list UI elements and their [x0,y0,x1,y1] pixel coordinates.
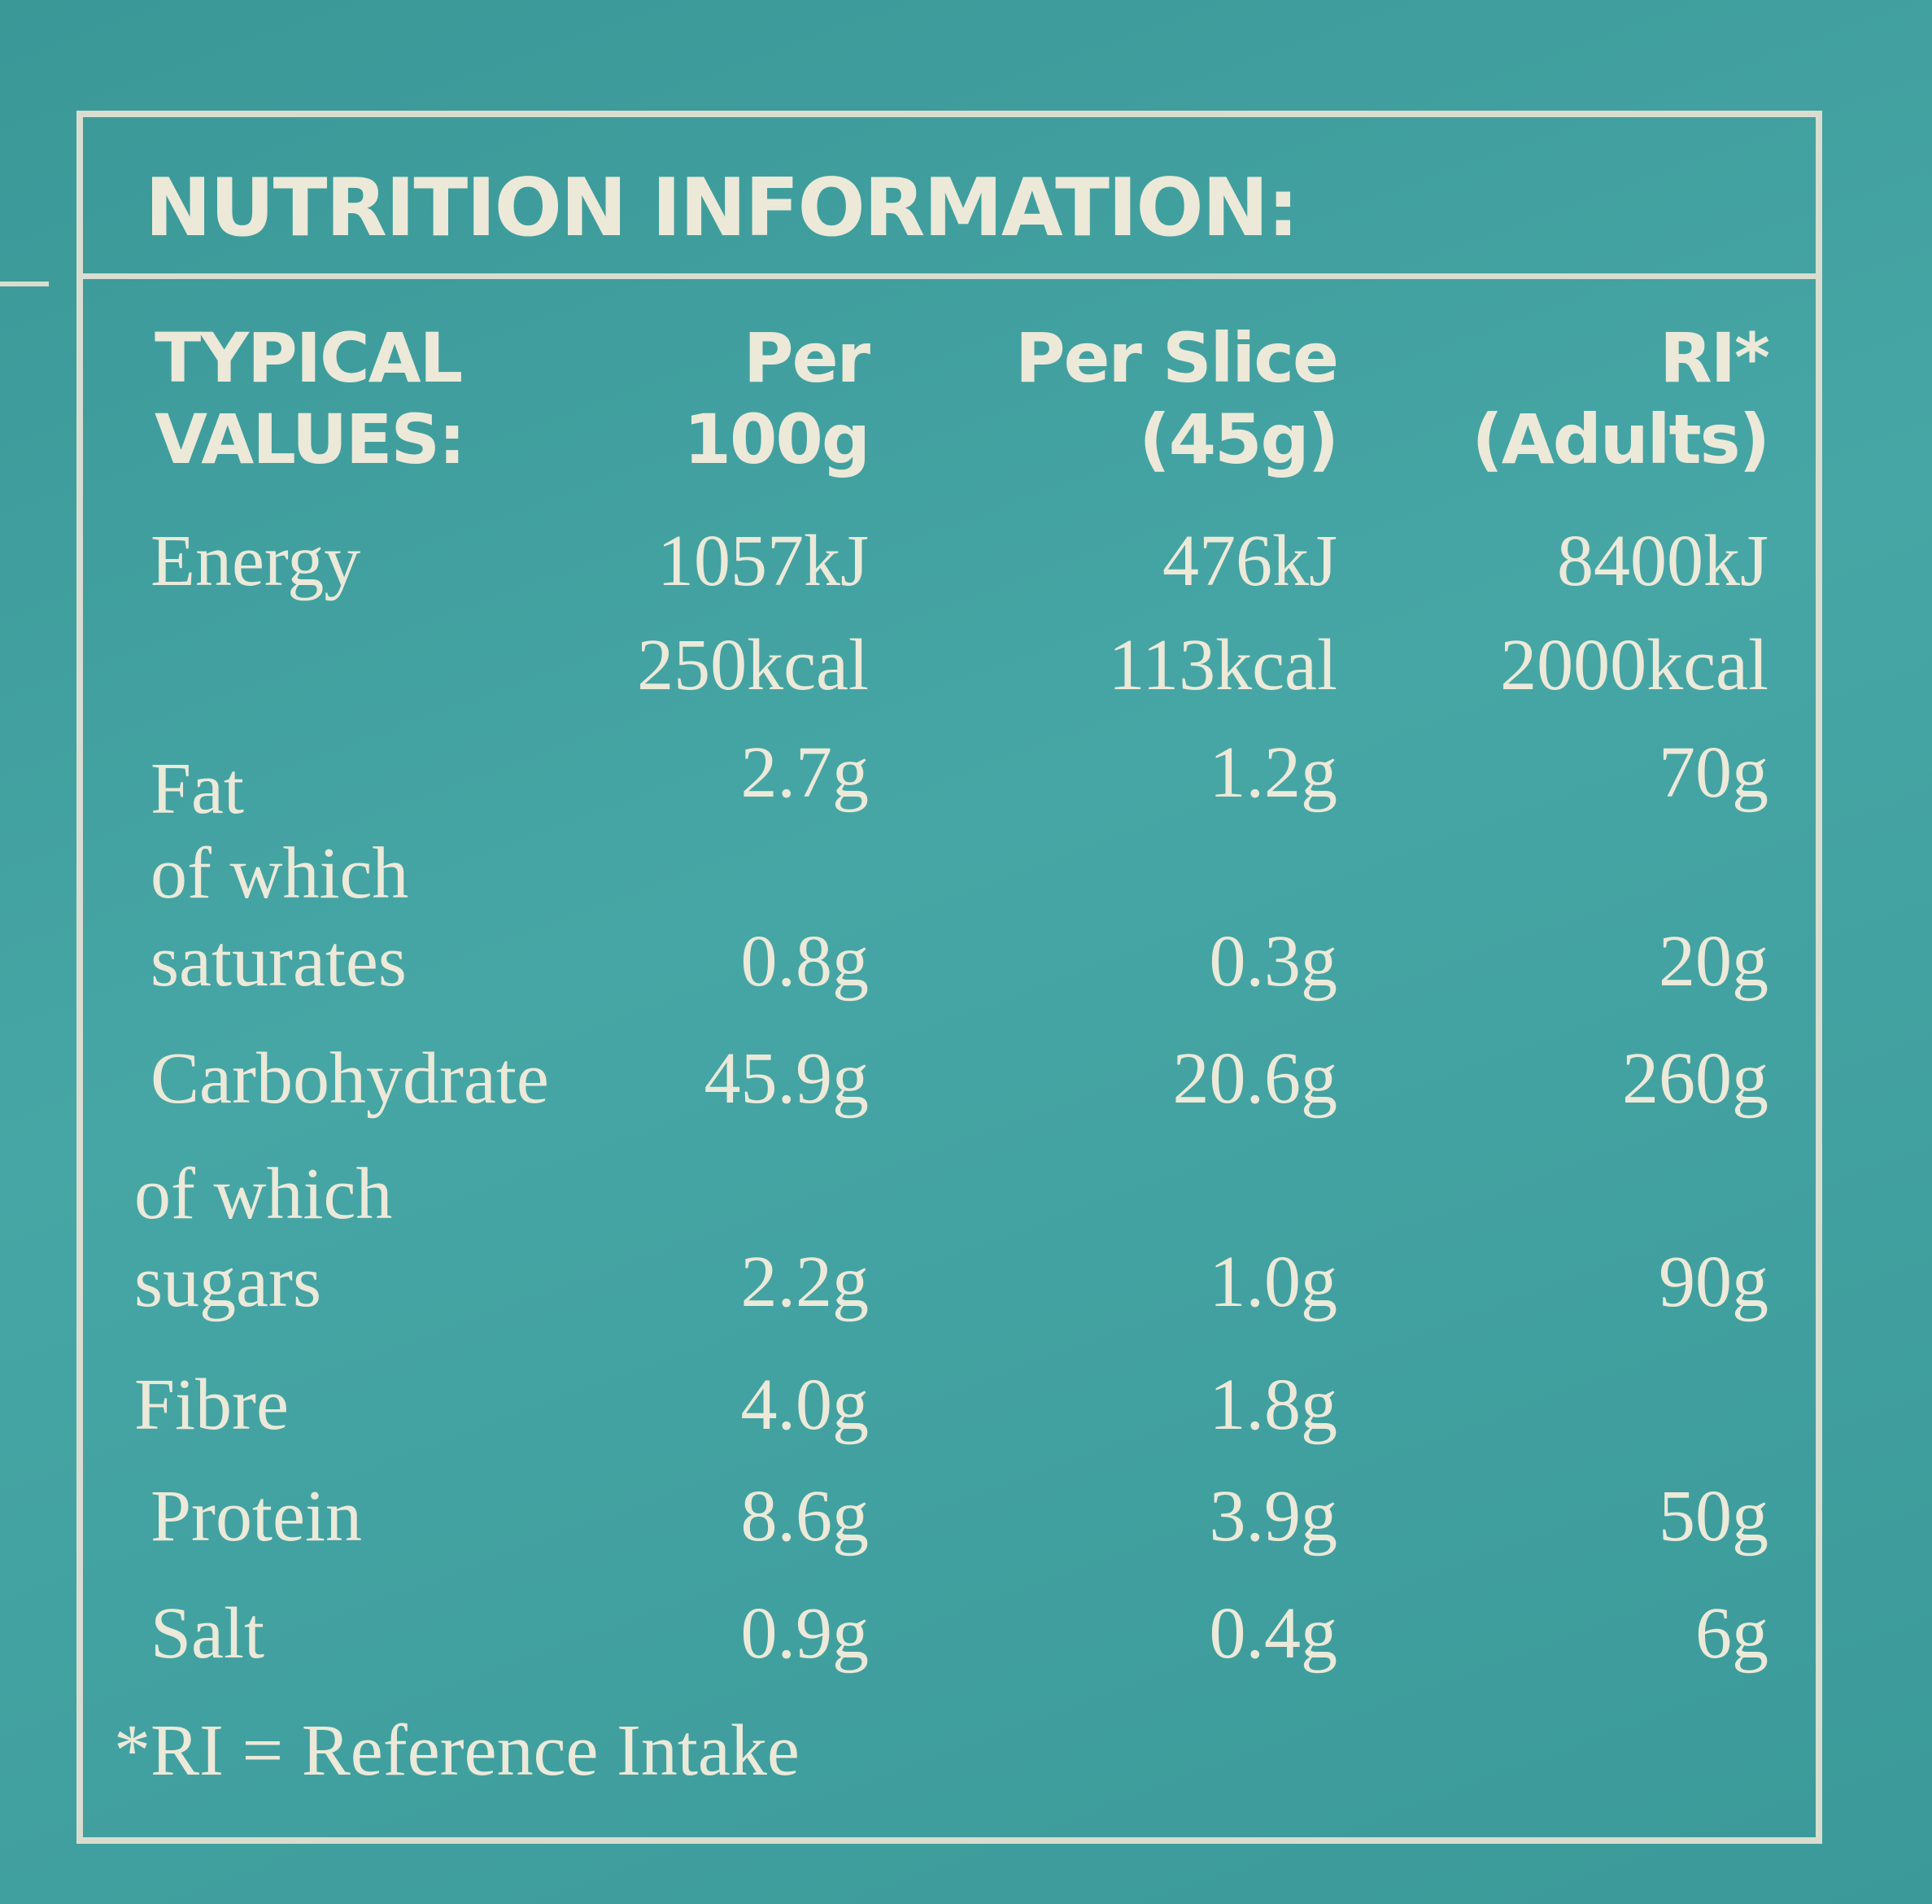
value: 113kcal [1108,625,1337,705]
row-label: Fibre [134,1365,289,1445]
value: 1.8g [1209,1365,1338,1445]
frame [76,111,1822,1844]
value: 70g [1659,732,1768,813]
value: 8.6g [740,1476,870,1557]
value: 20g [1659,921,1768,1002]
value: 4.0g [740,1365,870,1445]
column-header: RI* [1659,318,1770,398]
column-header: (Adults) [1472,400,1770,479]
column-header: Per [744,318,870,398]
column-header: TYPICAL [155,318,463,398]
value: 1.0g [1209,1242,1338,1322]
row-label: Protein [150,1476,362,1557]
value: 476kJ [1162,521,1337,601]
row-label: Energy [150,521,361,601]
row-label: Salt [150,1593,265,1674]
value: 8400kJ [1556,521,1768,601]
row-label: Fat [150,749,245,829]
row-label: Carbohydrate [150,1038,549,1119]
value: 2000kcal [1500,625,1768,705]
row-label: sugars [134,1242,321,1322]
value: 90g [1659,1242,1768,1322]
value: 20.6g [1172,1038,1338,1119]
value: 1.2g [1209,732,1338,813]
row-label: of which [150,833,409,914]
value: 0.9g [740,1593,870,1674]
title: NUTRITION INFORMATION: [145,162,1299,255]
column-header: (45g) [1139,400,1339,479]
column-header: Per Slice [1014,318,1339,398]
value: 0.4g [1209,1593,1338,1674]
value: 250kcal [637,625,869,705]
row-label: of which [134,1154,393,1234]
row-label: saturates [150,921,407,1002]
value: 50g [1659,1476,1768,1557]
value: 260g [1622,1038,1768,1119]
footnote: *RI = Reference Intake [114,1710,800,1791]
value: 6g [1695,1593,1768,1674]
value: 0.3g [1209,921,1338,1002]
value: 1057kJ [656,521,869,601]
value: 0.8g [740,921,870,1002]
value: 2.2g [740,1242,870,1322]
value: 2.7g [740,732,870,813]
divider [0,282,49,286]
column-header: 100g [683,400,870,479]
value: 3.9g [1209,1476,1338,1557]
divider [76,273,1822,279]
value: 45.9g [704,1038,870,1119]
column-header: VALUES: [155,400,466,479]
